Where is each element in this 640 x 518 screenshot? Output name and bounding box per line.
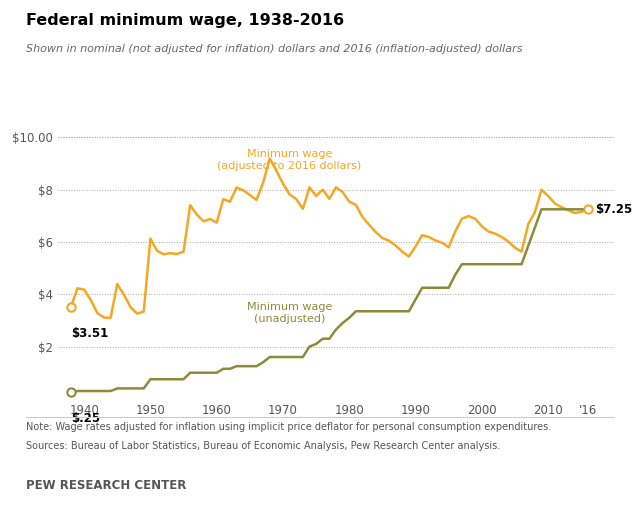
Text: $7.25: $7.25	[595, 203, 632, 216]
Text: Sources: Bureau of Labor Statistics, Bureau of Economic Analysis, Pew Research C: Sources: Bureau of Labor Statistics, Bur…	[26, 441, 500, 451]
Text: Federal minimum wage, 1938-2016: Federal minimum wage, 1938-2016	[26, 13, 344, 28]
Text: $.25: $.25	[71, 412, 100, 425]
Text: $3.51: $3.51	[71, 326, 108, 339]
Text: PEW RESEARCH CENTER: PEW RESEARCH CENTER	[26, 479, 186, 492]
Text: Note: Wage rates adjusted for inflation using implicit price deflator for person: Note: Wage rates adjusted for inflation …	[26, 422, 551, 432]
Text: Minimum wage
(unadjusted): Minimum wage (unadjusted)	[247, 302, 332, 324]
Text: Minimum wage
(adjusted to 2016 dollars): Minimum wage (adjusted to 2016 dollars)	[218, 149, 362, 171]
Text: Shown in nominal (not adjusted for inflation) dollars and 2016 (inflation-adjust: Shown in nominal (not adjusted for infla…	[26, 44, 522, 54]
